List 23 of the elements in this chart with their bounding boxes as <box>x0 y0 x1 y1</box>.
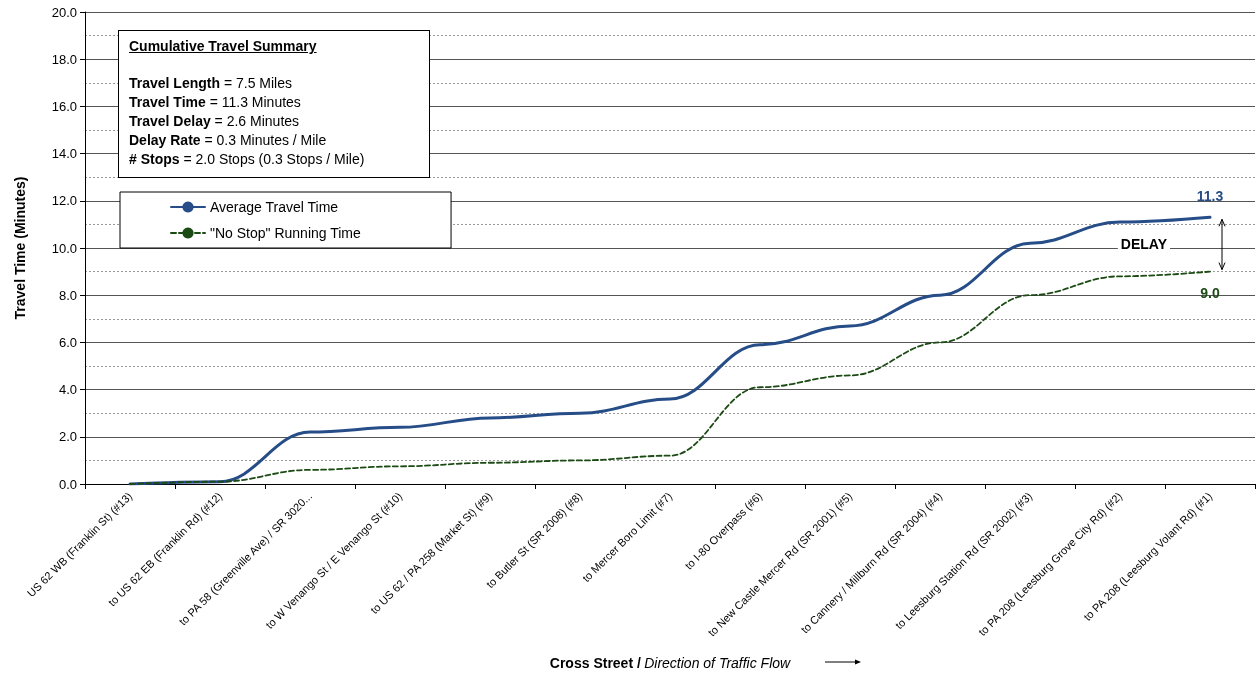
y-tick-label: 4.0 <box>58 382 77 398</box>
legend-label: "No Stop" Running Time <box>210 225 362 241</box>
x-axis-title: Cross Street / Direction of Traffic Flow <box>549 655 792 671</box>
annotation: Travel Length = 7.5 Miles <box>129 74 293 93</box>
y-tick-label: 2.0 <box>58 429 77 445</box>
y-tick-label: 16.0 <box>51 98 77 114</box>
annotation: Travel Delay = 2.6 Minutes <box>129 112 301 131</box>
data-label: 11.3 <box>1196 188 1224 205</box>
y-tick-label: 8.0 <box>58 287 77 303</box>
legend-label: Average Travel Time <box>210 199 339 215</box>
annotation: Delay Rate = 0.3 Minutes / Mile <box>129 131 328 150</box>
y-tick-label: 6.0 <box>58 334 77 350</box>
y-axis-title: Travel Time (Minutes) <box>12 176 28 320</box>
y-tick-label: 10.0 <box>51 240 77 256</box>
y-tick-label: 0.0 <box>58 476 77 492</box>
y-tick-label: 18.0 <box>51 51 77 67</box>
y-tick-label: 14.0 <box>51 146 77 162</box>
annotation: Travel Time = 11.3 Minutes <box>129 93 302 112</box>
y-tick-label: 20.0 <box>51 4 77 20</box>
annotation: # Stops = 2.0 Stops (0.3 Stops / Mile) <box>129 150 366 169</box>
annotation: Cumulative Travel Summary <box>129 38 317 54</box>
annotation: DELAY <box>1120 236 1168 253</box>
y-tick-label: 12.0 <box>51 193 77 209</box>
